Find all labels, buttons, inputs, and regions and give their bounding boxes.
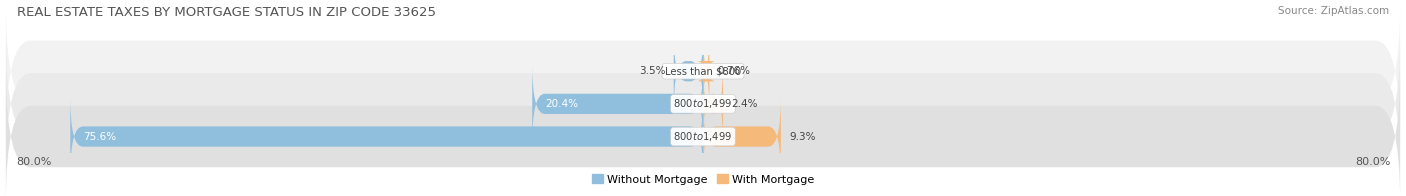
Text: 2.4%: 2.4% bbox=[731, 99, 758, 109]
FancyBboxPatch shape bbox=[70, 98, 703, 175]
Text: 3.5%: 3.5% bbox=[638, 66, 665, 76]
Text: 20.4%: 20.4% bbox=[546, 99, 578, 109]
Text: $800 to $1,499: $800 to $1,499 bbox=[673, 130, 733, 143]
Text: REAL ESTATE TAXES BY MORTGAGE STATUS IN ZIP CODE 33625: REAL ESTATE TAXES BY MORTGAGE STATUS IN … bbox=[17, 6, 436, 19]
FancyBboxPatch shape bbox=[6, 4, 1400, 139]
FancyBboxPatch shape bbox=[533, 65, 703, 143]
FancyBboxPatch shape bbox=[697, 32, 716, 110]
Text: 9.3%: 9.3% bbox=[789, 132, 815, 142]
Text: Source: ZipAtlas.com: Source: ZipAtlas.com bbox=[1278, 6, 1389, 16]
FancyBboxPatch shape bbox=[703, 98, 780, 175]
Text: $800 to $1,499: $800 to $1,499 bbox=[673, 97, 733, 110]
FancyBboxPatch shape bbox=[6, 69, 1400, 196]
Text: Less than $800: Less than $800 bbox=[665, 66, 741, 76]
Text: 0.76%: 0.76% bbox=[717, 66, 751, 76]
Text: 75.6%: 75.6% bbox=[83, 132, 115, 142]
FancyBboxPatch shape bbox=[703, 65, 723, 143]
FancyBboxPatch shape bbox=[673, 32, 703, 110]
FancyBboxPatch shape bbox=[6, 37, 1400, 171]
Legend: Without Mortgage, With Mortgage: Without Mortgage, With Mortgage bbox=[592, 174, 814, 185]
